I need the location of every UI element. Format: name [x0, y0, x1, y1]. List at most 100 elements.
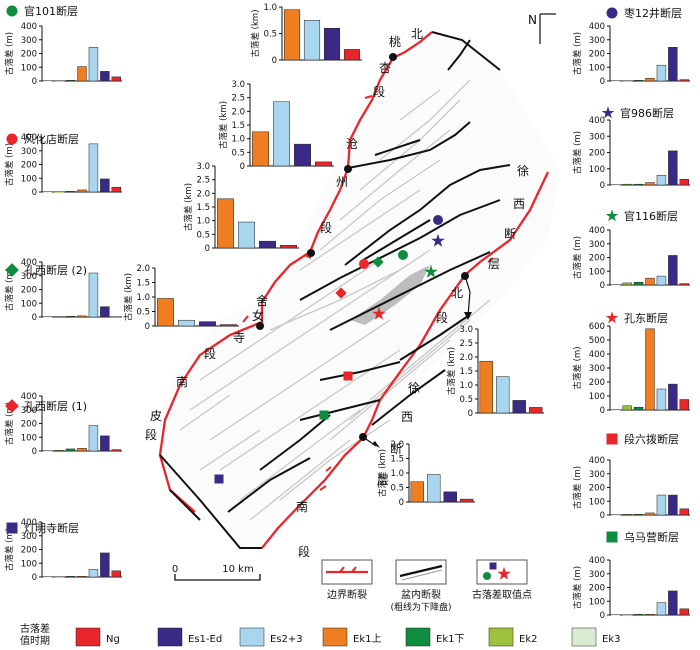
bar-Es1Ed — [443, 491, 457, 503]
bar-Ek3 — [43, 577, 53, 578]
y-tick-label: 200 — [21, 420, 37, 430]
y-tick-label: 0 — [32, 188, 37, 198]
place-label: 段 — [298, 544, 310, 559]
y-tick-label: 300 — [589, 36, 605, 46]
title-marker — [5, 399, 19, 413]
inner-fault — [399, 315, 469, 361]
y-tick-label: 200 — [589, 378, 605, 388]
bar-Ek3 — [611, 81, 621, 82]
bar-Ek1up — [645, 512, 655, 516]
bar-Ek1up — [410, 481, 424, 503]
legend-swatch-Ek3 — [571, 627, 597, 647]
legend-label-Ek1down: Ek1下 — [436, 634, 464, 645]
y-tick-label: 500 — [589, 336, 605, 346]
minor-fault — [279, 419, 391, 501]
y-tick-label: 300 — [21, 147, 37, 157]
y-axis-label: 古落差 (m) — [4, 143, 15, 186]
y-tick-label: 400 — [589, 350, 605, 360]
y-tick-label: 1.5 — [231, 121, 245, 131]
y-tick-label: 300 — [589, 470, 605, 480]
bar-Es23 — [656, 175, 667, 186]
y-tick-label: 1.5 — [390, 455, 404, 465]
legend-swatch-Ek1down — [405, 627, 431, 647]
y-tick-label: 0.5 — [390, 484, 404, 494]
legend-fault-line — [399, 564, 443, 578]
minor-fault — [369, 299, 491, 401]
legend-swatch-Ng — [75, 627, 101, 647]
bar-chart: 0 100 200 300 400 古落差 (m) 孔西断层 (1) — [4, 392, 122, 457]
minor-fault — [179, 394, 231, 431]
chart-title: 孔东断层 — [624, 311, 668, 325]
y-tick-label: 100 — [589, 497, 605, 507]
bar-Ek1up — [77, 576, 87, 578]
chart-title: 灯明寺断层 — [24, 521, 79, 535]
legend-box — [395, 559, 447, 585]
chart-title: 段六拨断层 — [624, 432, 679, 446]
inner-fault — [329, 251, 491, 331]
title-marker — [6, 522, 18, 534]
bar-Es1Ed — [199, 321, 216, 327]
y-axis-label: 古落差 (km) — [250, 9, 261, 57]
place-label: 寺 — [233, 331, 245, 345]
y-tick-label: 400 — [21, 518, 37, 528]
inner-fault — [319, 361, 401, 381]
inner-fault — [169, 489, 201, 521]
minor-fault — [399, 89, 441, 121]
bar-Es23 — [88, 272, 99, 318]
minor-fault — [239, 409, 361, 501]
legend-tick — [351, 566, 357, 573]
bar-Ng — [111, 449, 121, 452]
bar-Ng — [460, 498, 474, 503]
bar-chart: 0 100 200 300 400 古落差 (m) 官101断层 — [4, 4, 122, 87]
place-label: 北 — [411, 27, 423, 41]
y-tick-label: 100 — [21, 433, 37, 443]
y-tick-label: 2.0 — [136, 264, 150, 274]
bar-Es1Ed — [668, 494, 678, 516]
bar-Ng — [679, 283, 689, 286]
bar-Ek1down — [633, 614, 644, 616]
place-label: 西 — [513, 197, 525, 211]
y-tick-label: 300 — [21, 272, 37, 282]
bar-Es1Ed — [668, 47, 678, 82]
arrow-head — [372, 441, 380, 448]
place-label: 西 — [401, 410, 413, 424]
y-tick-label: 200 — [589, 254, 605, 264]
bar-Ng — [111, 570, 121, 578]
bar-Es23 — [656, 275, 667, 286]
y-tick-label: 300 — [589, 364, 605, 374]
scale-bar — [174, 574, 261, 581]
point-guan116 — [424, 264, 438, 278]
y-tick-label: 2.0 — [459, 353, 473, 363]
y-axis-label: 古落差 (m) — [572, 131, 583, 174]
point-guan101 — [398, 250, 408, 260]
y-tick-label: 300 — [21, 36, 37, 46]
bar-Ek3 — [43, 451, 53, 452]
place-label: 皮 — [150, 409, 162, 423]
legend-label-Es23: Es2+3 — [270, 634, 303, 645]
y-tick-label: 1.5 — [136, 279, 150, 289]
title-marker — [605, 209, 619, 222]
legend-fault-line — [401, 569, 443, 581]
boundary-tick — [325, 466, 332, 472]
inner-fault — [371, 369, 446, 426]
minor-fault — [199, 429, 261, 471]
point-dengmingsi — [214, 474, 224, 484]
y-axis-label: 古落差 (m) — [4, 32, 15, 75]
point-kongdong — [372, 306, 386, 320]
place-label: 沧 — [346, 136, 358, 151]
y-tick-label: 400 — [589, 226, 605, 236]
bar-Es23 — [178, 319, 195, 327]
place-label: 段 — [373, 84, 385, 99]
legend-fault-label: 盆内断裂 — [401, 588, 441, 601]
bar-Es1Ed — [100, 552, 110, 578]
boundary-tick — [304, 254, 312, 259]
chart-title: 官986断层 — [620, 106, 674, 120]
inner-fault — [299, 399, 381, 421]
bar-Ng — [315, 161, 332, 167]
y-tick-label: 200 — [589, 584, 605, 594]
y-axis-label: 古落差 (km) — [183, 183, 194, 231]
y-tick-label: 100 — [589, 597, 605, 607]
